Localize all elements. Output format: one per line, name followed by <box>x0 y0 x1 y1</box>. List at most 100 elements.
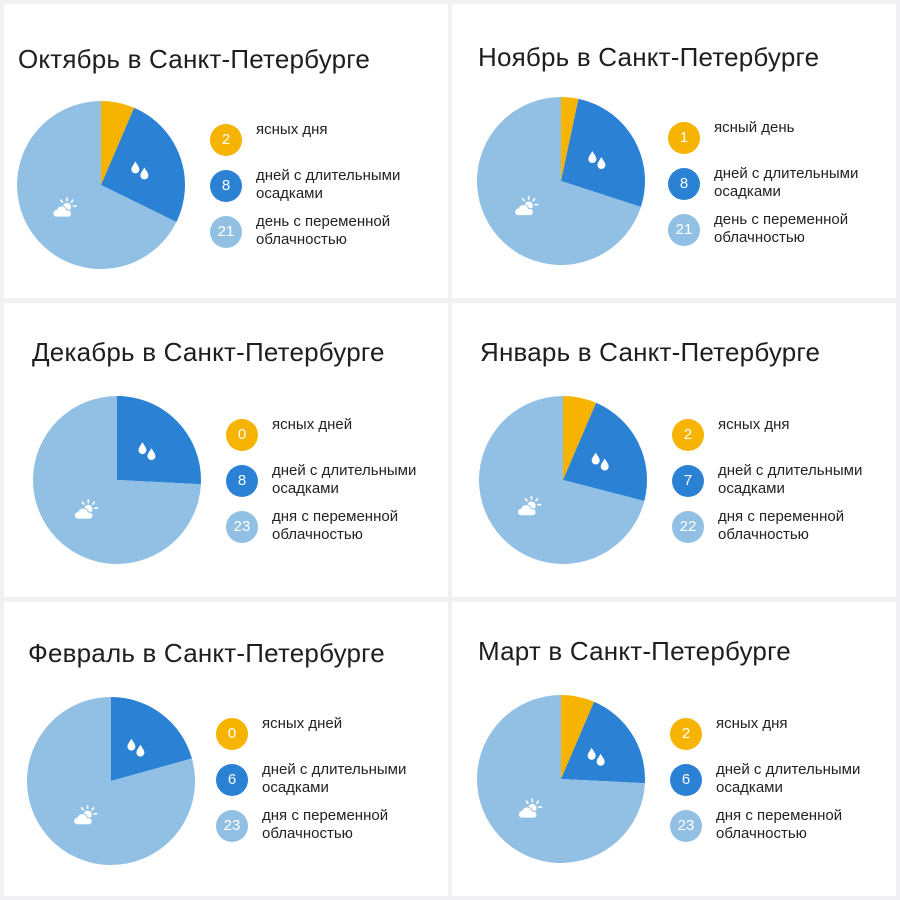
legend-item-sunny: 2 ясных дня <box>672 416 900 465</box>
legend-dot-sunny: 2 <box>670 718 702 750</box>
legend-item-sunny: 0 ясных дней <box>216 715 446 764</box>
chart-title: Декабрь в Санкт-Петербурге <box>32 337 385 367</box>
legend-label-cloudy: дня с переменной облачностью <box>716 807 843 842</box>
legend: 0 ясных дней 6 дней с длительными осадка… <box>216 715 446 856</box>
legend-dot-cloudy: 21 <box>668 214 700 246</box>
pie-chart <box>477 695 645 863</box>
pie-slice-rain <box>561 701 645 784</box>
pie-slice-sunny <box>561 97 579 181</box>
chart-card-february: Февраль в Санкт-Петербурге 0 ясных дней … <box>4 602 448 896</box>
pie-chart <box>477 97 645 265</box>
legend-dot-rain: 6 <box>216 764 248 796</box>
legend-label-cloudy: день с переменной облачностью <box>714 211 849 246</box>
legend-label-sunny: ясных дня <box>256 121 328 138</box>
legend-dot-cloudy: 22 <box>672 511 704 543</box>
legend-item-cloudy: 23 дня с переменной облачностью <box>226 508 456 557</box>
legend: 1 ясный день 8 дней с длительными осадка… <box>668 119 898 260</box>
pie-slice-rain <box>117 396 201 485</box>
legend-label-sunny: ясных дня <box>716 715 788 732</box>
pie-slice-cloudy <box>26 697 195 865</box>
legend-dot-rain: 6 <box>670 764 702 796</box>
legend: 0 ясных дней 8 дней с длительными осадка… <box>226 416 456 557</box>
legend-label-cloudy: дня с переменной облачностью <box>272 508 399 543</box>
legend-label-cloudy: дня с переменной облачностью <box>718 508 845 543</box>
pie-slice-rain <box>563 402 647 502</box>
legend-dot-sunny: 2 <box>672 419 704 451</box>
rain-drops-icon <box>138 442 156 461</box>
legend-dot-cloudy: 21 <box>210 216 242 248</box>
legend-item-rain: 6 дней с длительными осадками <box>216 761 446 810</box>
chart-title: Январь в Санкт-Петербурге <box>480 337 821 367</box>
legend-item-cloudy: 21 день с переменной облачностью <box>668 211 898 260</box>
chart-card-march: Март в Санкт-Петербурге 2 ясных дня 6 дн… <box>452 602 896 896</box>
legend-label-sunny: ясный день <box>714 119 795 136</box>
legend-label-sunny: ясных дней <box>262 715 343 732</box>
legend-item-rain: 8 дней с длительными осадками <box>210 167 440 216</box>
chart-title: Февраль в Санкт-Петербурге <box>28 638 385 668</box>
legend-item-rain: 7 дней с длительными осадками <box>672 462 900 511</box>
legend-item-sunny: 0 ясных дней <box>226 416 456 465</box>
legend-dot-cloudy: 23 <box>216 810 248 842</box>
legend-dot-sunny: 2 <box>210 124 242 156</box>
legend-item-cloudy: 21 день с переменной облачностью <box>210 213 440 262</box>
legend-dot-cloudy: 23 <box>670 810 702 842</box>
pie-slice-cloudy <box>477 695 645 863</box>
rain-drops-icon <box>588 151 606 169</box>
legend-item-sunny: 1 ясный день <box>668 119 898 168</box>
sun-cloud-icon <box>73 804 98 826</box>
chart-title: Ноябрь в Санкт-Петербурге <box>478 42 820 72</box>
pie-chart <box>479 396 647 564</box>
legend-item-cloudy: 22 дня с переменной облачностью <box>672 508 900 557</box>
legend-label-rain: дней с длительными осадками <box>714 165 859 200</box>
legend-item-rain: 6 дней с длительными осадками <box>670 761 900 810</box>
rain-drops-icon <box>591 452 609 471</box>
chart-title: Октябрь в Санкт-Петербурге <box>18 44 371 74</box>
sun-cloud-icon <box>73 499 99 520</box>
sun-cloud-icon <box>52 197 77 218</box>
legend: 2 ясных дня 8 дней с длительными осадкам… <box>210 121 440 262</box>
chart-card-october: Октябрь в Санкт-Петербурге 2 ясных дня 8… <box>4 4 448 298</box>
chart-card-december: Декабрь в Санкт-Петербурге 0 ясных дней … <box>4 303 448 597</box>
sun-cloud-icon <box>517 495 542 517</box>
legend-label-rain: дней с длительными осадками <box>272 462 417 497</box>
rain-drops-icon <box>127 738 145 757</box>
pie-slice-cloudy <box>477 97 641 265</box>
legend-item-rain: 8 дней с длительными осадками <box>668 165 898 214</box>
sun-cloud-icon <box>517 798 543 819</box>
legend-dot-sunny: 1 <box>668 122 700 154</box>
legend-dot-rain: 8 <box>210 170 242 202</box>
rain-drops-icon <box>131 161 149 180</box>
pie-chart <box>33 396 201 564</box>
legend-item-rain: 8 дней с длительными осадками <box>226 462 456 511</box>
pie-slice-sunny <box>101 101 135 185</box>
legend-dot-sunny: 0 <box>226 419 258 451</box>
legend-label-rain: дней с длительными осадками <box>718 462 863 497</box>
pie-slice-sunny <box>563 396 597 480</box>
pie-slice-cloudy <box>479 396 645 564</box>
pie-slice-rain <box>561 98 645 207</box>
chart-title: Март в Санкт-Петербурге <box>478 636 791 666</box>
legend-dot-cloudy: 23 <box>226 511 258 543</box>
legend-item-sunny: 2 ясных дня <box>670 715 900 764</box>
legend-dot-rain: 7 <box>672 465 704 497</box>
legend-item-cloudy: 23 дня с переменной облачностью <box>670 807 900 856</box>
legend: 2 ясных дня 7 дней с длительными осадкам… <box>672 416 900 557</box>
legend-label-sunny: ясных дней <box>272 416 353 433</box>
legend-label-rain: дней с длительными осадками <box>262 761 407 796</box>
legend: 2 ясных дня 6 дней с длительными осадкам… <box>670 715 900 856</box>
legend-label-sunny: ясных дня <box>718 416 790 433</box>
pie-slice-rain <box>111 697 192 781</box>
legend-item-sunny: 2 ясных дня <box>210 121 440 170</box>
sun-cloud-icon <box>514 195 539 217</box>
legend-dot-rain: 8 <box>226 465 258 497</box>
legend-dot-sunny: 0 <box>216 718 248 750</box>
legend-label-rain: дней с длительными осадками <box>256 167 401 202</box>
rain-drops-icon <box>587 747 605 766</box>
pie-slice-cloudy <box>33 396 201 564</box>
legend-label-cloudy: день с переменной облачностью <box>256 213 391 248</box>
legend-label-cloudy: дня с переменной облачностью <box>262 807 389 842</box>
legend-dot-rain: 8 <box>668 168 700 200</box>
legend-item-cloudy: 23 дня с переменной облачностью <box>216 807 446 856</box>
pie-slice-cloudy <box>17 101 177 269</box>
chart-card-january: Январь в Санкт-Петербурге 2 ясных дня 7 … <box>452 303 896 597</box>
